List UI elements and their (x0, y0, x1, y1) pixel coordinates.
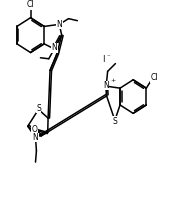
Text: S: S (36, 104, 41, 113)
Text: ⁻: ⁻ (106, 54, 110, 60)
Text: N: N (33, 133, 38, 142)
Text: S: S (112, 117, 117, 126)
Text: N: N (51, 43, 57, 52)
Text: I: I (102, 55, 105, 64)
Text: +: + (110, 78, 115, 83)
Text: N: N (56, 20, 62, 29)
Text: N: N (103, 81, 109, 90)
Text: Cl: Cl (27, 0, 34, 9)
Text: O: O (31, 125, 37, 134)
Text: Cl: Cl (150, 73, 158, 82)
